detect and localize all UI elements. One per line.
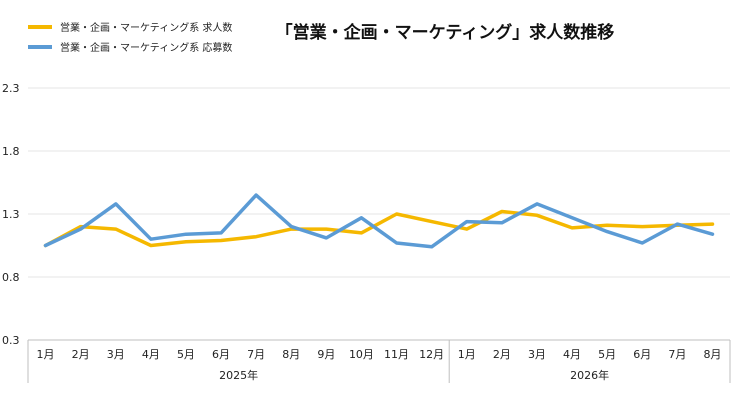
y-tick-label: 0.3: [2, 334, 20, 347]
x-tick-label: 12月: [419, 348, 444, 361]
legend: 営業・企画・マーケティング系 求人数 営業・企画・マーケティング系 応募数: [28, 21, 232, 54]
x-tick-label: 11月: [384, 348, 409, 361]
x-tick-label: 3月: [107, 348, 125, 361]
x-tick-label: 6月: [633, 348, 651, 361]
x-tick-label: 5月: [177, 348, 195, 361]
x-tick-label: 10月: [349, 348, 374, 361]
x-tick-label: 8月: [703, 348, 721, 361]
legend-label-applications: 営業・企画・マーケティング系 応募数: [60, 41, 232, 54]
chart-title: 「営業・企画・マーケティング」求人数推移: [276, 22, 615, 43]
series-line-job-count: [43, 209, 715, 248]
x-tick-label: 6月: [212, 348, 230, 361]
x-tick-label: 4月: [142, 348, 160, 361]
x-tick-label: 1月: [458, 348, 476, 361]
y-tick-label: 0.8: [2, 271, 20, 284]
x-tick-label: 8月: [282, 348, 300, 361]
x-group-label: 2025年: [219, 368, 258, 382]
x-group-label: 2026年: [570, 368, 609, 382]
x-tick-label: 4月: [563, 348, 581, 361]
x-tick-label: 7月: [668, 348, 686, 361]
x-tick-label: 7月: [247, 348, 265, 361]
x-tick-label: 9月: [317, 348, 335, 361]
legend-label-job-count: 営業・企画・マーケティング系 求人数: [60, 21, 232, 34]
series-lines: [43, 193, 715, 249]
y-tick-label: 1.8: [2, 145, 20, 158]
y-tick-label: 1.3: [2, 208, 20, 221]
y-tick-label: 2.3: [2, 82, 20, 95]
gridlines: [28, 87, 730, 341]
y-axis-ticks: 0.3 0.8 1.3 1.8 2.3: [2, 82, 20, 347]
x-tick-label: 1月: [37, 348, 55, 361]
series-line-applications: [43, 193, 715, 249]
x-tick-label: 2月: [72, 348, 90, 361]
x-tick-label: 2月: [493, 348, 511, 361]
x-axis: 1月 2月 3月 4月 5月 6月 7月 8月 9月 10月 11月 12月 1月 2月 3月 4月 5月 6月 7…: [27, 339, 731, 383]
x-tick-label: 5月: [598, 348, 616, 361]
x-tick-label: 3月: [528, 348, 546, 361]
